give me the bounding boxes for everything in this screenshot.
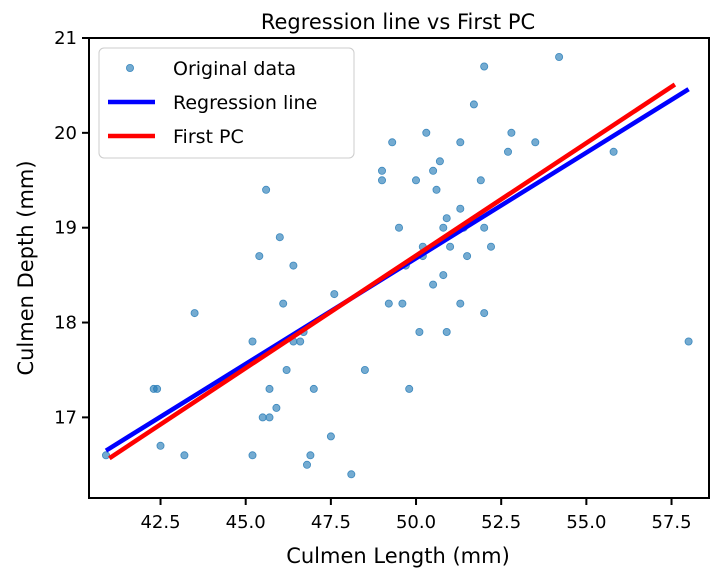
data-point [463, 252, 472, 261]
data-point [262, 185, 271, 194]
data-point [102, 451, 111, 460]
series-line-2 [108, 82, 677, 461]
data-point [248, 451, 257, 460]
data-point [275, 233, 284, 242]
data-point [309, 384, 318, 393]
x-axis: 42.5 45.0 47.5 50.0 52.5 55.0 57.5 [140, 498, 692, 533]
data-point [480, 62, 489, 71]
data-point [248, 337, 257, 346]
data-point [555, 53, 564, 62]
data-point [156, 441, 165, 450]
legend-marker-0 [126, 64, 135, 73]
data-point [306, 451, 315, 460]
data-point [446, 242, 455, 251]
data-point [190, 309, 199, 318]
data-point [442, 214, 451, 223]
data-point [439, 223, 448, 232]
y-tick-label: 19 [54, 218, 77, 239]
data-point [265, 413, 274, 422]
data-point [442, 327, 451, 336]
legend-label-0: Original data [173, 58, 296, 80]
y-axis-label: Culmen Depth (mm) [14, 160, 38, 375]
data-point [180, 451, 189, 460]
chart-title: Regression line vs First PC [261, 10, 535, 34]
data-point [456, 299, 465, 308]
x-tick-label: 55.0 [566, 512, 606, 533]
data-point [258, 413, 267, 422]
x-tick-label: 45.0 [226, 512, 266, 533]
data-point [507, 128, 516, 137]
data-point [302, 460, 311, 469]
y-tick-label: 18 [54, 313, 77, 334]
data-point [415, 327, 424, 336]
y-tick-label: 17 [54, 407, 77, 428]
data-point [503, 147, 512, 156]
data-point [429, 166, 438, 175]
data-point [282, 365, 291, 374]
plot-frame [88, 37, 710, 499]
legend: Original data Regression line First PC [98, 47, 355, 159]
data-point [289, 261, 298, 270]
data-point [486, 242, 495, 251]
data-point [347, 470, 356, 479]
data-point [326, 432, 335, 441]
data-point [456, 204, 465, 213]
data-point [476, 176, 485, 185]
y-axis: 17 18 19 20 21 [54, 28, 89, 428]
data-point [398, 299, 407, 308]
data-point [330, 290, 339, 299]
data-point [279, 299, 288, 308]
data-point [422, 128, 431, 137]
data-point [480, 309, 489, 318]
data-point [411, 176, 420, 185]
y-tick-label: 20 [54, 123, 77, 144]
data-point [265, 384, 274, 393]
data-point [432, 185, 441, 194]
data-point [435, 157, 444, 166]
data-point [360, 365, 369, 374]
data-point [531, 138, 540, 147]
data-point [684, 337, 693, 346]
data-point [272, 403, 281, 412]
data-point [255, 252, 264, 261]
data-point [429, 280, 438, 289]
data-point [480, 223, 489, 232]
data-point [405, 384, 414, 393]
data-point [153, 384, 162, 393]
x-tick-label: 57.5 [651, 512, 691, 533]
x-tick-label: 47.5 [311, 512, 351, 533]
data-point [609, 147, 618, 156]
legend-label-1: Regression line [173, 92, 317, 114]
x-tick-label: 52.5 [481, 512, 521, 533]
data-point [469, 100, 478, 109]
x-tick-label: 42.5 [140, 512, 180, 533]
data-point [384, 299, 393, 308]
data-point [439, 271, 448, 280]
y-tick-label: 21 [54, 28, 77, 49]
legend-box [98, 47, 355, 159]
data-point [388, 138, 397, 147]
data-point [394, 223, 403, 232]
data-point [456, 138, 465, 147]
data-point [377, 176, 386, 185]
data-point [296, 337, 305, 346]
plot-area [102, 53, 693, 479]
x-tick-label: 50.0 [396, 512, 436, 533]
data-point [377, 166, 386, 175]
x-axis-label: Culmen Length (mm) [286, 544, 510, 568]
legend-label-2: First PC [173, 126, 244, 148]
